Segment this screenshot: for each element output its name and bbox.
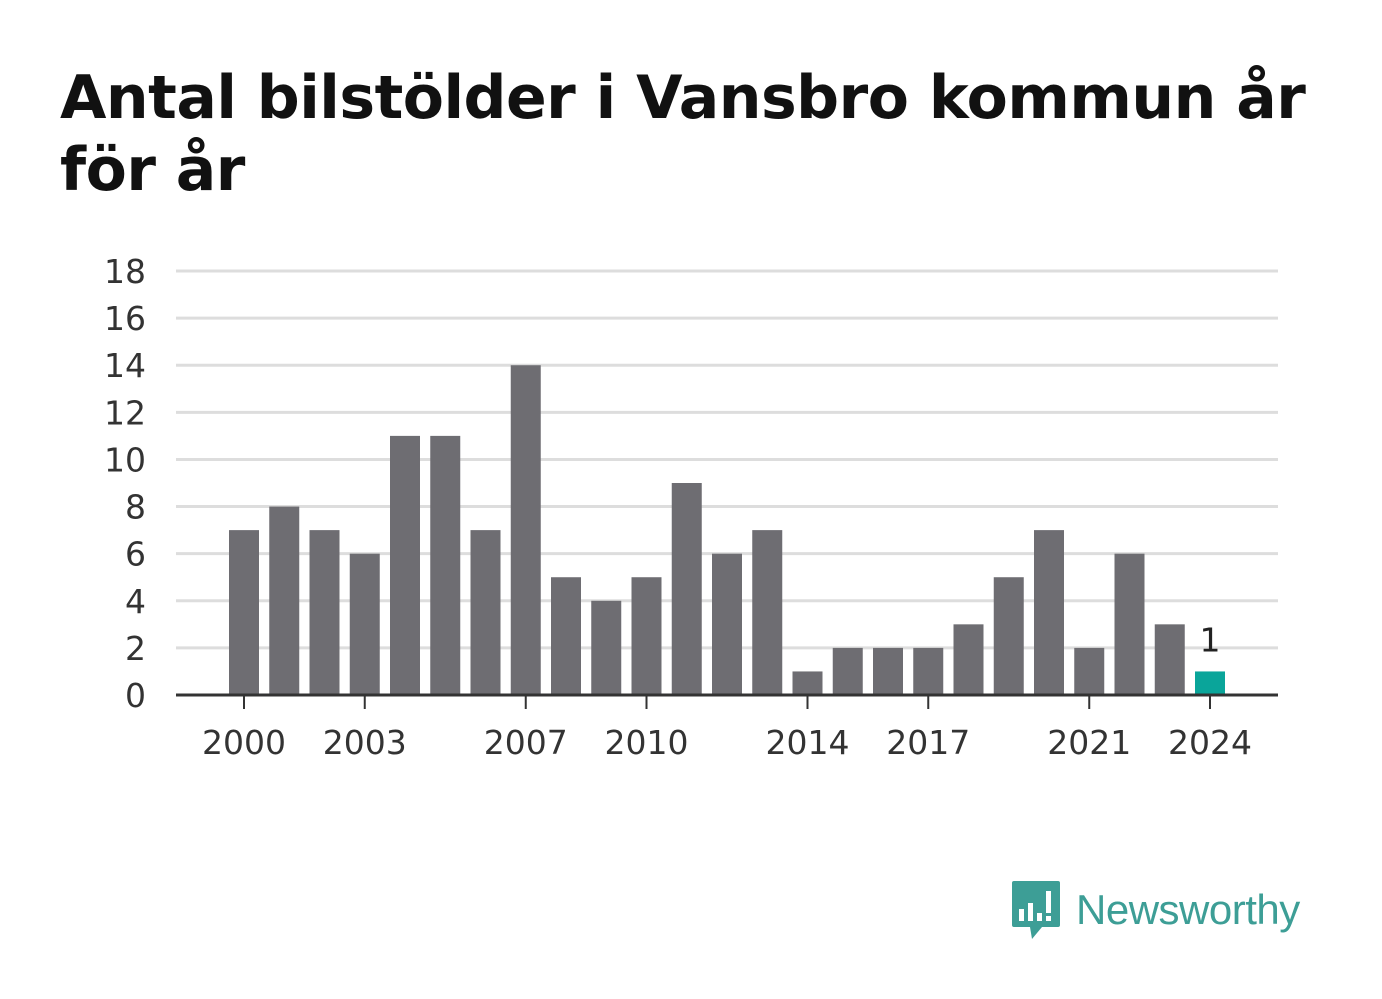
bar-2024: [1195, 671, 1225, 695]
bar-2010: [631, 577, 662, 695]
bar-2007: [510, 365, 541, 695]
bar-2008: [551, 577, 581, 695]
bar-2004: [390, 435, 420, 695]
y-tick-label: 8: [125, 488, 146, 527]
bar-2011: [671, 483, 702, 695]
y-tick-label: 14: [104, 346, 146, 385]
data-labels: 1: [1200, 620, 1221, 659]
bar-2002: [309, 530, 340, 695]
bar-2016: [873, 647, 903, 695]
bar-2015: [832, 647, 863, 695]
data-label: 1: [1200, 620, 1221, 659]
x-tick-label: 2024: [1168, 723, 1252, 762]
bar-2012: [712, 553, 742, 695]
y-tick-label: 4: [125, 582, 146, 621]
y-tick-label: 10: [104, 440, 146, 479]
bar-2003: [349, 553, 380, 695]
bar-2014: [792, 671, 823, 695]
brand-name: Newsworthy: [1076, 886, 1300, 933]
y-tick-label: 2: [125, 629, 146, 668]
bar-2017: [913, 647, 944, 695]
bar-2013: [752, 530, 783, 695]
bar-2023: [1154, 624, 1185, 695]
bar-2001: [269, 506, 300, 695]
bar-2000: [229, 530, 259, 695]
bar-2022: [1114, 553, 1145, 695]
x-tick-label: 2017: [886, 723, 970, 762]
bar-2005: [430, 435, 461, 695]
x-tick-label: 2021: [1047, 723, 1131, 762]
bars: [229, 365, 1225, 695]
bar-2018: [953, 624, 984, 695]
y-tick-label: 0: [125, 676, 146, 715]
x-tick-label: 2003: [323, 723, 407, 762]
bar-2020: [1034, 530, 1064, 695]
y-tick-label: 16: [104, 299, 146, 338]
x-tick-label: 2007: [484, 723, 568, 762]
newsworthy-logo-icon: [1012, 881, 1060, 939]
brand-logo: Newsworthy: [1010, 878, 1300, 942]
x-tick-label: 2010: [605, 723, 689, 762]
chart-title: Antal bilstölder i Vansbro kommun år för…: [60, 63, 1306, 205]
x-axis-ticks: 2000 2003 2007 2010 2014 2017 2021 2024: [202, 695, 1252, 762]
bar-2019: [993, 577, 1024, 695]
y-tick-label: 12: [104, 393, 146, 432]
y-tick-label: 6: [125, 535, 146, 574]
y-tick-label: 18: [104, 252, 146, 291]
x-tick-label: 2000: [202, 723, 286, 762]
y-axis-ticks: 0 2 4 6 8 10 12 14 16 18: [104, 252, 146, 715]
bar-2021: [1074, 647, 1105, 695]
x-tick-label: 2014: [766, 723, 850, 762]
bar-2006: [470, 530, 501, 695]
bar-2009: [591, 600, 622, 695]
